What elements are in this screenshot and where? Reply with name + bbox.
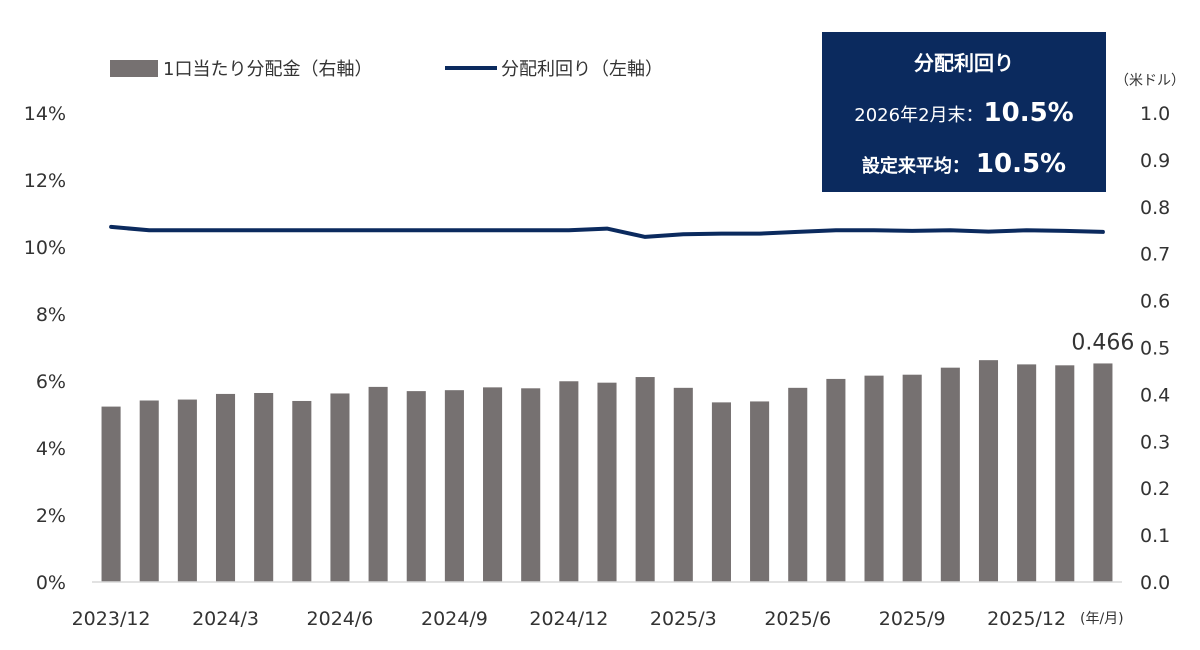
summary-box-line1: 2026年2月末：10.5% — [854, 98, 1073, 128]
left-axis-tick-label: 6% — [36, 371, 66, 393]
bar — [368, 386, 388, 582]
bar — [444, 390, 464, 582]
bar — [597, 382, 617, 582]
bar — [711, 402, 731, 582]
bar — [1093, 363, 1113, 582]
bar — [139, 400, 159, 582]
bar-series — [101, 360, 1113, 582]
right-axis-tick-label: 0.5 — [1140, 338, 1170, 360]
bar — [521, 388, 541, 582]
summary-box-line2: 設定来平均： 10.5% — [862, 149, 1066, 179]
right-axis-tick-label: 0.3 — [1140, 431, 1170, 453]
bar — [101, 406, 121, 582]
right-axis-tick-label: 0.2 — [1140, 478, 1170, 500]
summary-box-line1-label: 2026年2月末： — [854, 105, 983, 126]
x-axis-tick-label: 2023/12 — [72, 608, 151, 630]
yield-line — [109, 224, 1105, 239]
last-bar-value-label: 0.466 — [1071, 330, 1134, 355]
bar — [978, 360, 999, 582]
bar — [292, 400, 312, 582]
right-axis: 0.0 0.1 0.2 0.3 0.4 0.5 0.6 0.7 0.8 0.9 1.0 — [1140, 103, 1170, 594]
left-axis-tick-label: 4% — [36, 438, 66, 460]
x-axis-tick-label: 2025/6 — [764, 608, 831, 630]
x-axis-tick-label: 2025/9 — [879, 608, 946, 630]
left-axis-tick-label: 0% — [36, 572, 66, 594]
bar — [483, 387, 503, 582]
summary-box-line2-label: 設定来平均： — [862, 155, 970, 177]
legend-bar-label: 1口当たり分配金（右軸） — [163, 59, 372, 80]
bar — [559, 381, 579, 582]
left-axis: 0% 2% 4% 6% 8% 10% 12% 14% — [24, 103, 66, 594]
summary-box: 分配利回り 2026年2月末：10.5% 設定来平均： 10.5% — [822, 32, 1106, 192]
legend-line-label: 分配利回り（左軸） — [501, 59, 663, 80]
bar — [635, 377, 655, 582]
line-series — [109, 224, 1105, 239]
x-axis-tick-label: 2025/3 — [650, 608, 717, 630]
left-axis-tick-label: 12% — [24, 170, 66, 192]
right-axis-tick-label: 1.0 — [1140, 103, 1170, 125]
x-axis-tick-label: 2024/3 — [192, 608, 259, 630]
x-axis-unit: (年/月) — [1080, 611, 1124, 627]
bar — [1055, 365, 1075, 582]
right-axis-tick-label: 0.1 — [1140, 525, 1170, 547]
x-axis: 2023/12 2024/3 2024/6 2024/9 2024/12 2025/3 20… — [72, 608, 1066, 630]
left-axis-tick-label: 10% — [24, 237, 66, 259]
bar — [826, 378, 846, 582]
right-axis-tick-label: 0.9 — [1140, 150, 1170, 172]
legend: 1口当たり分配金（右軸） 分配利回り（左軸） — [110, 59, 663, 80]
left-axis-tick-label: 8% — [36, 304, 66, 326]
summary-box-background — [822, 32, 1106, 192]
x-axis-tick-label: 2024/9 — [421, 608, 488, 630]
bar — [750, 401, 770, 582]
bar — [215, 393, 236, 582]
x-axis-tick-label: 2024/12 — [529, 608, 608, 630]
right-axis-tick-label: 0.4 — [1140, 384, 1170, 406]
summary-box-line1-value: 10.5% — [984, 98, 1074, 128]
legend-bar-swatch — [110, 60, 158, 77]
x-axis-tick-label: 2025/12 — [987, 608, 1066, 630]
bar — [902, 374, 922, 582]
bar — [254, 392, 274, 582]
summary-box-line2-value: 10.5% — [976, 149, 1066, 179]
annotations: 0.466 — [1071, 330, 1134, 355]
bar — [1017, 364, 1037, 582]
right-axis-tick-label: 0.8 — [1140, 197, 1170, 219]
left-axis-tick-label: 14% — [24, 103, 66, 125]
bar — [940, 367, 960, 582]
bar — [406, 391, 426, 582]
bar — [864, 375, 884, 582]
left-axis-tick-label: 2% — [36, 505, 66, 527]
summary-box-title: 分配利回り — [914, 51, 1014, 75]
bar — [177, 399, 197, 582]
bar — [673, 387, 693, 582]
right-axis-tick-label: 0.7 — [1140, 244, 1170, 266]
x-axis-tick-label: 2024/6 — [307, 608, 374, 630]
right-axis-tick-label: 0.6 — [1140, 291, 1170, 313]
right-axis-tick-label: 0.0 — [1140, 572, 1170, 594]
right-axis-unit: （米ドル） — [1115, 73, 1185, 89]
bar — [330, 393, 350, 582]
bar — [788, 387, 808, 582]
